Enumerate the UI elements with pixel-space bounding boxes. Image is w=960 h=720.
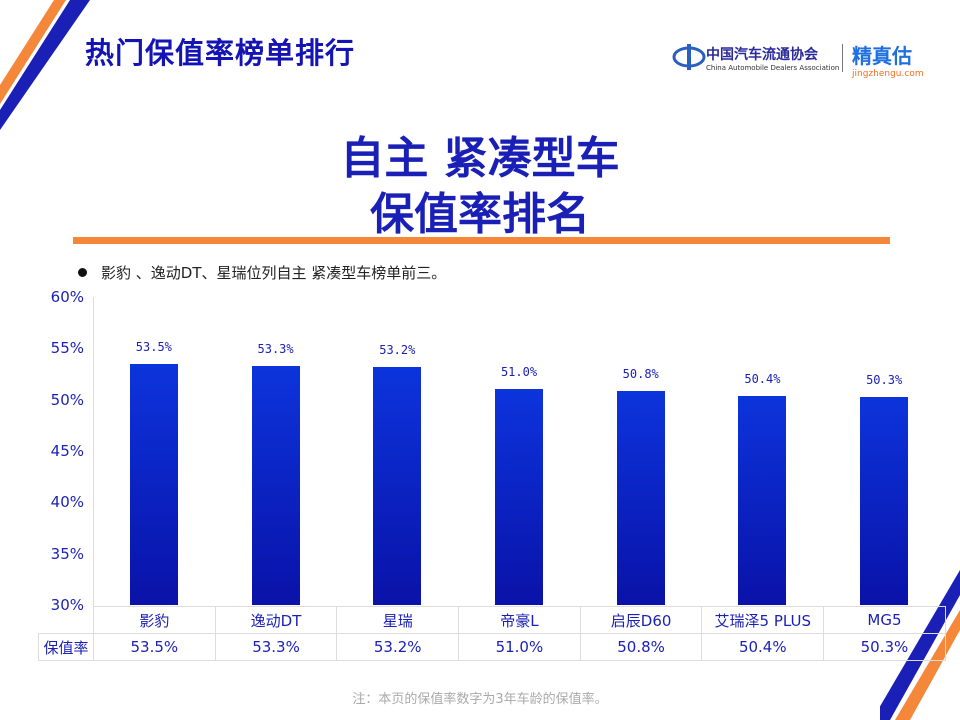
table-value: 50.8% — [579, 633, 703, 661]
data-label: 53.5% — [135, 339, 172, 354]
table-value: 50.4% — [701, 633, 825, 661]
data-label: 50.3% — [866, 372, 903, 387]
table-value: 53.5% — [93, 633, 216, 661]
category-label: MG5 — [823, 606, 946, 634]
table-value-row: 保值率 53.5% 53.3% 53.2% 51.0% 50.8% 50.4% 50.3% — [38, 633, 946, 661]
cada-name-cn: 中国汽车流通协会 — [706, 47, 818, 63]
orange-divider — [73, 237, 890, 244]
category-label: 艾瑞泽5 PLUS — [701, 606, 825, 634]
data-table: 影豹 逸动DT 星瑞 帝豪L 启辰D60 艾瑞泽5 PLUS MG5 保值率 53.5% 53.… — [38, 606, 946, 661]
header-title: 热门保值率榜单排行 — [85, 36, 356, 70]
logo-divider — [842, 44, 843, 72]
data-label: 53.3% — [257, 341, 294, 356]
table-header-row: 影豹 逸动DT 星瑞 帝豪L 启辰D60 艾瑞泽5 PLUS MG5 — [38, 606, 946, 634]
bullet-dot-icon — [78, 268, 87, 277]
bullet-text: 影豹 、逸动DT、星瑞位列自主 紧凑型车榜单前三。 — [101, 264, 447, 282]
row-label: 保值率 — [38, 633, 94, 661]
bar — [129, 363, 178, 605]
cada-logo: 中国汽车流通协会 China Automobile Dealers Associa… — [672, 42, 839, 74]
table-value: 51.0% — [458, 633, 581, 661]
table-value: 53.2% — [336, 633, 460, 661]
jzg-url: jingzhengu.com — [852, 69, 924, 79]
data-label: 51.0% — [500, 365, 538, 380]
bar — [373, 366, 422, 605]
category-label: 帝豪L — [458, 606, 581, 634]
y-tick-label: 35% — [50, 544, 84, 563]
y-tick-label: 55% — [50, 339, 84, 358]
y-tick-label: 40% — [50, 493, 84, 512]
footnote: 注：本页的保值率数字为3年车龄的保值率。 — [352, 692, 608, 707]
bar — [616, 391, 665, 605]
table-value: 53.3% — [214, 633, 338, 661]
bar — [251, 365, 300, 605]
data-label: 53.2% — [379, 342, 416, 357]
corner-stripes-top-left — [0, 0, 90, 130]
category-label: 星瑞 — [336, 606, 460, 634]
cada-name-en: China Automobile Dealers Association — [706, 64, 840, 72]
jzg-logo: 精真估 jingzhengu.com — [852, 40, 924, 79]
cada-emblem-icon — [672, 44, 706, 70]
table-value: 50.3% — [823, 633, 946, 661]
main-title-line2: 保值率排名 — [370, 189, 590, 240]
category-label: 启辰D60 — [579, 606, 703, 634]
data-label: 50.4% — [744, 371, 781, 386]
bar — [860, 396, 909, 605]
bar — [738, 395, 787, 605]
main-title-line1: 自主 紧凑型车 — [340, 133, 620, 184]
y-tick-label: 60% — [50, 288, 84, 306]
jzg-name-cn: 精真估 — [852, 44, 912, 68]
y-tick-label: 45% — [50, 442, 84, 460]
y-tick-label: 50% — [50, 390, 84, 409]
bullet-point: 影豹 、逸动DT、星瑞位列自主 紧凑型车榜单前三。 — [78, 262, 446, 283]
data-label: 50.8% — [622, 367, 659, 382]
bar — [495, 389, 543, 605]
category-label: 逸动DT — [214, 606, 338, 634]
category-label: 影豹 — [93, 606, 216, 634]
plot-area — [93, 297, 945, 606]
